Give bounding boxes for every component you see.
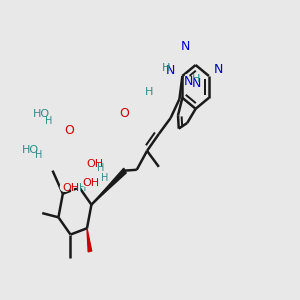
Text: N: N xyxy=(166,64,175,77)
Text: N: N xyxy=(214,62,227,77)
Text: HO: HO xyxy=(26,107,50,122)
Text: H: H xyxy=(45,116,52,126)
Text: O: O xyxy=(61,123,74,138)
Text: O: O xyxy=(119,107,129,120)
Polygon shape xyxy=(87,228,92,252)
Text: N: N xyxy=(183,74,196,89)
Text: OH: OH xyxy=(83,178,100,188)
Text: OH: OH xyxy=(87,159,104,169)
Text: H: H xyxy=(145,87,153,97)
Text: OH: OH xyxy=(87,157,110,171)
Text: OH: OH xyxy=(59,181,82,195)
Text: H: H xyxy=(79,183,86,193)
Text: H: H xyxy=(192,74,200,84)
Text: HO: HO xyxy=(15,143,39,157)
Text: OH: OH xyxy=(80,176,103,190)
Text: N: N xyxy=(178,39,190,54)
Polygon shape xyxy=(92,168,126,205)
Text: N: N xyxy=(183,75,193,88)
Text: N: N xyxy=(192,77,201,90)
Text: H: H xyxy=(101,173,109,183)
Text: OH: OH xyxy=(62,183,79,193)
Text: N: N xyxy=(214,63,224,76)
Text: HO: HO xyxy=(22,145,39,155)
Text: N: N xyxy=(162,63,175,78)
Text: O: O xyxy=(64,124,74,137)
Text: HO: HO xyxy=(32,110,50,119)
Text: O: O xyxy=(118,106,131,121)
Text: H: H xyxy=(35,150,42,160)
Text: N: N xyxy=(192,76,205,92)
Text: N: N xyxy=(181,40,190,53)
Text: H: H xyxy=(97,163,104,173)
Text: H: H xyxy=(162,63,170,73)
